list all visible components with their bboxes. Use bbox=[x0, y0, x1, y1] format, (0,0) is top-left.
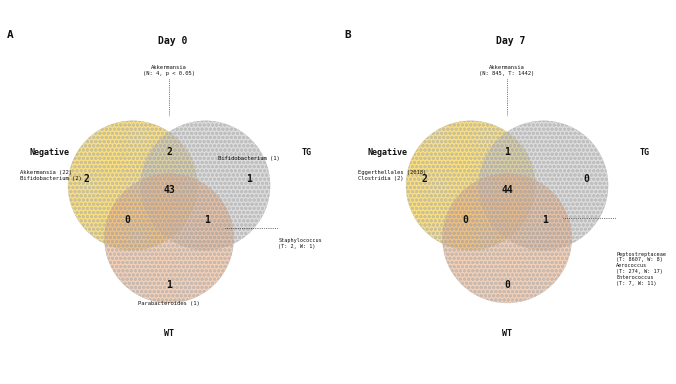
Text: Eggerthellales (2018)
Clostridia (2): Eggerthellales (2018) Clostridia (2) bbox=[358, 170, 427, 181]
Text: Peptostreptaceae
(T: 8607, W: 8)
Aerococcus
(T: 274, W: 17)
Enterococcus
(T: 7, : Peptostreptaceae (T: 8607, W: 8) Aerococ… bbox=[617, 252, 667, 286]
Text: 0: 0 bbox=[504, 280, 510, 290]
Text: Akkermansia
(N: 4, p < 0.05): Akkermansia (N: 4, p < 0.05) bbox=[143, 65, 195, 76]
Text: 1: 1 bbox=[542, 215, 548, 225]
Text: Day 0: Day 0 bbox=[158, 36, 187, 46]
Text: 0: 0 bbox=[463, 215, 468, 225]
Circle shape bbox=[105, 174, 234, 303]
Text: 0: 0 bbox=[583, 174, 589, 184]
Text: TG: TG bbox=[301, 148, 312, 157]
Text: Bifidobacterium (1): Bifidobacterium (1) bbox=[218, 156, 279, 161]
Text: 0: 0 bbox=[125, 215, 130, 225]
Circle shape bbox=[479, 121, 608, 250]
Circle shape bbox=[68, 121, 197, 250]
Text: Parabacteroides (1): Parabacteroides (1) bbox=[138, 301, 200, 306]
Text: Akkermansia
(N: 845, T: 1442): Akkermansia (N: 845, T: 1442) bbox=[479, 65, 535, 76]
Text: 2: 2 bbox=[83, 174, 89, 184]
Text: Negative: Negative bbox=[30, 148, 70, 157]
Text: 44: 44 bbox=[501, 185, 513, 195]
Text: 43: 43 bbox=[163, 185, 175, 195]
Text: Staphylococcus
(T: 2, W: 1): Staphylococcus (T: 2, W: 1) bbox=[279, 238, 322, 249]
Circle shape bbox=[406, 121, 535, 250]
Text: B: B bbox=[345, 30, 352, 40]
Text: Akkermansia (22)
Bifidobacterium (2): Akkermansia (22) Bifidobacterium (2) bbox=[20, 170, 82, 181]
Text: 1: 1 bbox=[166, 280, 172, 290]
Text: Negative: Negative bbox=[368, 148, 408, 157]
Circle shape bbox=[141, 121, 270, 250]
Text: TG: TG bbox=[639, 148, 650, 157]
Text: 1: 1 bbox=[504, 147, 510, 157]
Text: Day 7: Day 7 bbox=[496, 36, 525, 46]
Text: 2: 2 bbox=[166, 147, 172, 157]
Text: 1: 1 bbox=[245, 174, 251, 184]
Text: A: A bbox=[7, 30, 14, 40]
Text: WT: WT bbox=[502, 329, 512, 338]
Text: 1: 1 bbox=[204, 215, 210, 225]
Text: 2: 2 bbox=[421, 174, 427, 184]
Circle shape bbox=[443, 174, 572, 303]
Text: WT: WT bbox=[164, 329, 174, 338]
